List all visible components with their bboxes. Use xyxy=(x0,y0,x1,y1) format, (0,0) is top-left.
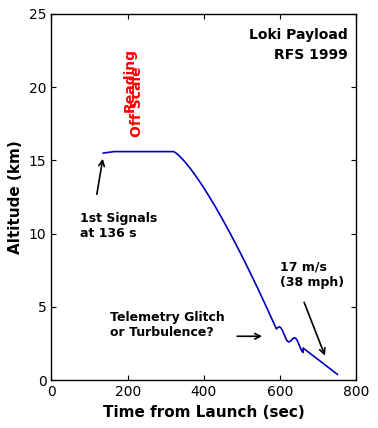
Text: Loki Payload
RFS 1999: Loki Payload RFS 1999 xyxy=(249,29,347,62)
X-axis label: Time from Launch (sec): Time from Launch (sec) xyxy=(103,404,305,420)
Text: 17 m/s
(38 mph): 17 m/s (38 mph) xyxy=(280,261,344,289)
Text: Off Scale: Off Scale xyxy=(130,66,144,137)
Text: Reading: Reading xyxy=(122,48,136,112)
Text: 1st Signals
at 136 s: 1st Signals at 136 s xyxy=(80,212,157,240)
Text: Telemetry Glitch
or Turbulence?: Telemetry Glitch or Turbulence? xyxy=(110,311,225,339)
Y-axis label: Altitude (km): Altitude (km) xyxy=(8,140,23,254)
